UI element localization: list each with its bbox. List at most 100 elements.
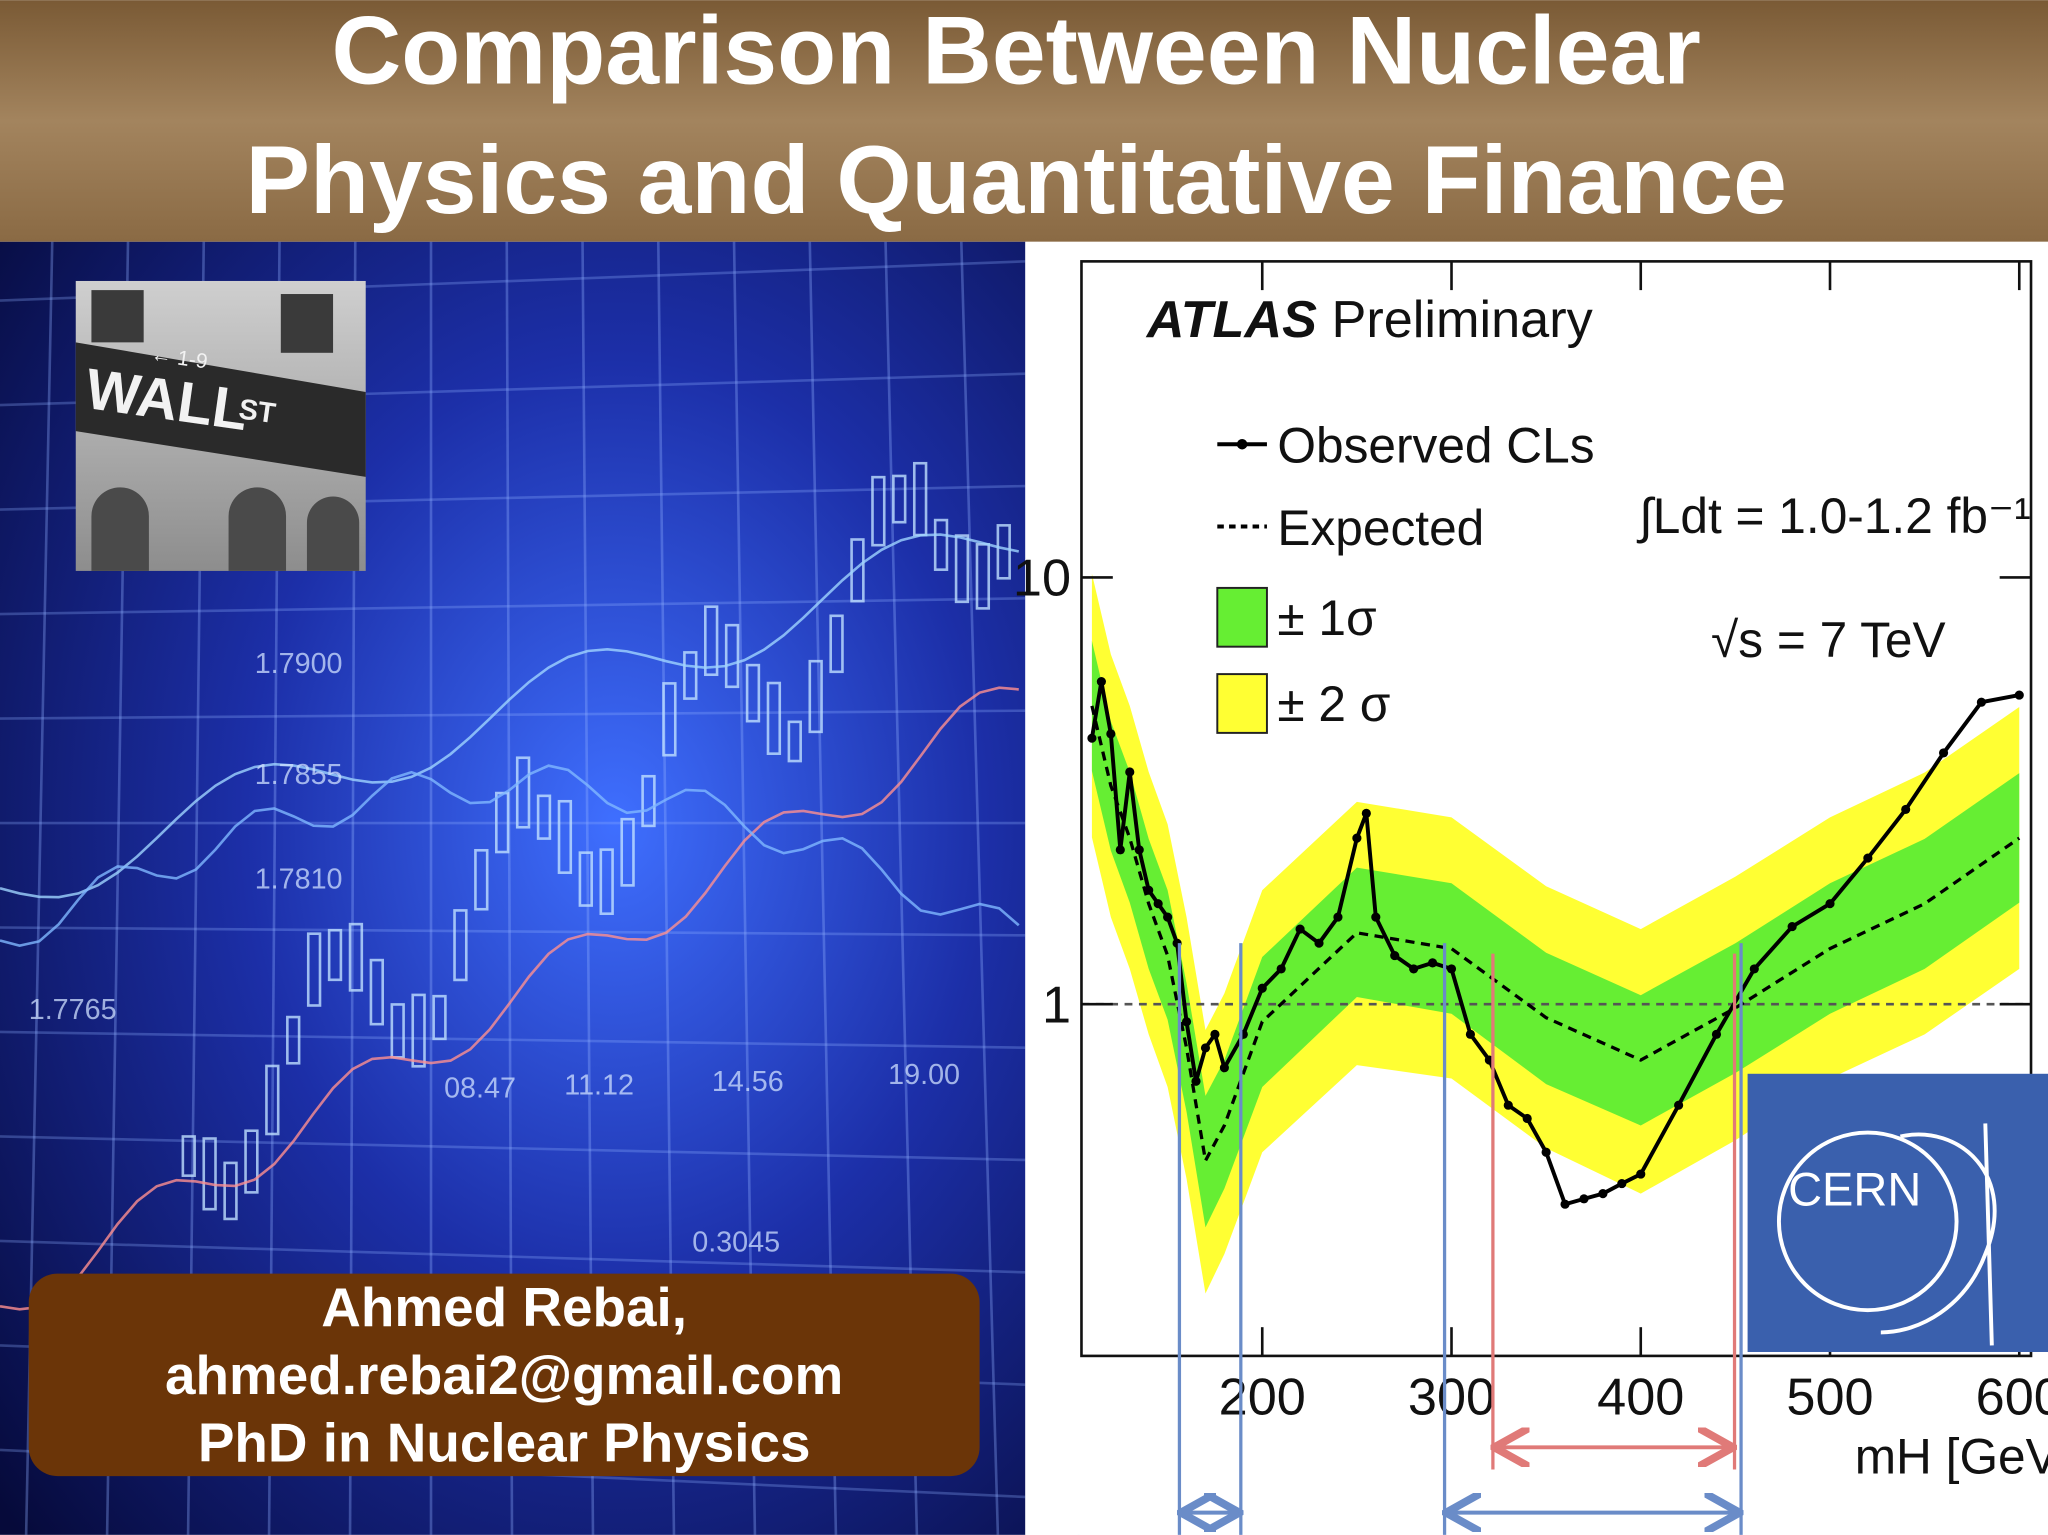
luminosity-label: ∫Ldt = 1.0-1.2 fb⁻¹ — [1636, 488, 2031, 544]
data-point — [1409, 964, 1419, 974]
photo-candle — [223, 1161, 238, 1221]
title-line: Comparison Between Nuclear — [331, 0, 1700, 105]
photo-candle — [432, 994, 447, 1041]
author-name: Ahmed Rebai, — [321, 1276, 687, 1338]
photo-candle — [996, 524, 1011, 580]
photo-label: 11.12 — [564, 1070, 634, 1102]
x-tick-label: 400 — [1597, 1369, 1684, 1427]
plot-heading: ATLAS Preliminary — [1145, 291, 1594, 349]
photo-label: 1.7855 — [255, 759, 343, 791]
photo-candle — [369, 958, 384, 1026]
x-tick-label: 300 — [1408, 1369, 1495, 1427]
exclusion-plot: 200 300 400 500 600 1 10 Observed CLs Expected ± … — [1013, 261, 2048, 1427]
photo-candle — [787, 720, 802, 763]
data-point — [1163, 912, 1173, 922]
photo-grid — [0, 709, 1026, 720]
arches — [91, 487, 360, 571]
series-line — [1090, 705, 2021, 1166]
data-point — [1361, 808, 1371, 818]
data-point — [1976, 697, 1986, 707]
photo-candle — [683, 651, 698, 700]
photo-candle — [745, 663, 761, 723]
author-box — [28, 1273, 980, 1477]
data-point — [1749, 964, 1759, 974]
legend-swatch — [1216, 673, 1268, 734]
photo-candle — [557, 799, 573, 874]
data-point — [1134, 845, 1144, 855]
data-point — [1636, 1169, 1646, 1179]
photo-label: 08.47 — [444, 1072, 516, 1104]
window — [91, 290, 144, 343]
legend-marker — [1236, 439, 1248, 450]
photo-candle — [829, 614, 844, 674]
photo-label: 1.7810 — [255, 863, 343, 895]
logo-curve — [1880, 1123, 1997, 1346]
photo-candle — [306, 932, 322, 1007]
photo-candle — [933, 518, 949, 571]
photo-label: 1.7765 — [29, 994, 117, 1026]
photo-candle — [954, 534, 970, 604]
data-point — [1257, 983, 1267, 993]
photo-candle — [515, 756, 531, 829]
legend-label: Observed CLs — [1277, 418, 1594, 474]
photo-label: 14.56 — [712, 1066, 784, 1098]
photo-label: 0.3045 — [692, 1226, 780, 1258]
wall-street-photo: WALL ST ← 1-9 — [75, 280, 366, 571]
status-label: Preliminary — [1332, 291, 1594, 349]
photo-grid — [0, 1030, 1026, 1049]
photo-candle — [850, 538, 865, 603]
data-point — [1200, 1043, 1211, 1053]
data-point — [1314, 938, 1324, 948]
data-point — [1901, 804, 1911, 815]
data-point — [1219, 1063, 1229, 1073]
experiment-label: ATLAS — [1145, 291, 1317, 349]
photo-candle — [348, 922, 364, 992]
x-tick-label: 600 — [1976, 1369, 2048, 1427]
plot-frame — [1080, 260, 2033, 1358]
data-point — [1371, 912, 1381, 922]
window — [280, 294, 334, 353]
data-point — [1096, 677, 1106, 687]
data-point — [1674, 1100, 1684, 1110]
data-point — [1191, 1076, 1201, 1086]
photo-grid — [0, 1239, 1026, 1274]
photo-grid — [0, 1135, 1026, 1162]
data-point — [1465, 1029, 1475, 1039]
photo-grid — [0, 926, 1026, 937]
photo-candle — [620, 817, 635, 887]
photo-candle — [766, 681, 782, 755]
photo-candle — [871, 475, 886, 547]
photo-candle — [662, 682, 677, 757]
logo-ring — [1776, 1130, 1959, 1313]
data-point — [1541, 1147, 1551, 1157]
band — [1091, 573, 2020, 1294]
photo-label: 1.7900 — [255, 648, 343, 680]
data-point — [1153, 899, 1163, 909]
author-degree: PhD in Nuclear Physics — [198, 1412, 811, 1474]
photo-candle — [724, 623, 740, 689]
band — [1091, 640, 2020, 1228]
photo-trace — [0, 686, 1019, 1311]
photo-candle — [411, 993, 426, 1068]
photo-candle — [181, 1135, 196, 1177]
data-point — [1787, 922, 1797, 932]
x-tick-label: 500 — [1786, 1369, 1873, 1427]
photo-candle — [599, 848, 614, 916]
data-point — [1428, 958, 1438, 968]
data-point — [2014, 690, 2024, 700]
data-point — [1106, 729, 1116, 739]
data-point — [1115, 845, 1125, 855]
legend-label: Expected — [1277, 500, 1484, 556]
photo-candle — [265, 1064, 280, 1136]
data-point — [1181, 1017, 1192, 1027]
data-point — [1522, 1113, 1532, 1124]
x-tick-label: 200 — [1219, 1369, 1306, 1427]
data-point — [1825, 899, 1835, 909]
data-point — [1711, 1029, 1722, 1039]
legend-label: ± 1σ — [1277, 590, 1376, 646]
header-band — [0, 0, 2048, 242]
author-email: ahmed.rebai2@gmail.com — [165, 1344, 843, 1406]
photo-candle — [286, 1015, 301, 1065]
